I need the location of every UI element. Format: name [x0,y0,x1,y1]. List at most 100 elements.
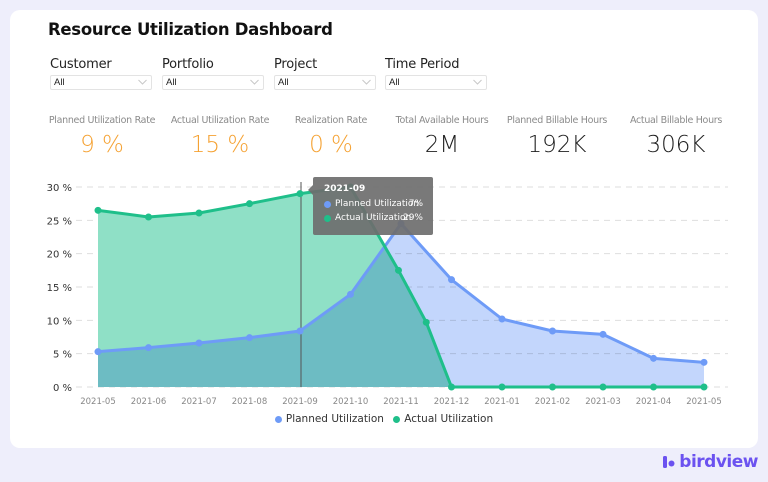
kpi-value: 9 % [80,132,124,158]
x-tick-label: 2021-11 [383,397,419,407]
kpi-label: Planned Billable Hours [506,115,608,126]
planned-point [246,334,253,342]
tooltip-label: Planned Utilization [335,199,420,209]
actual-point [650,383,657,391]
actual-point [195,209,203,217]
y-tick-label: 10 % [47,316,72,327]
legend-item-actual[interactable]: Actual Utilization [393,413,493,425]
kpi-label: Actual Billable Hours [629,115,723,126]
actual-point [246,200,253,208]
chevron-down-icon [138,79,147,85]
actual-point [145,213,152,221]
filter-label: Customer [50,57,112,72]
kpi-value: 0 % [309,132,353,158]
kpi-actual-utilization-rate: Actual Utilization Rate 15 % [160,115,280,158]
filter-customer: Customer All [50,57,152,90]
y-tick-label: 0 % [53,383,72,394]
chart-tooltip: 2021-09 Planned Utilization 7% Actual Ut… [308,177,433,235]
kpi-label: Planned Utilization Rate [48,115,156,126]
kpi-value: 2M [424,132,460,158]
y-tick-label: 5 % [53,350,72,361]
actual-dot-icon [393,415,401,423]
filter-portfolio: Portfolio All [162,57,264,90]
select-value: All [54,77,65,88]
kpi-label: Realization Rate [294,115,368,126]
actual-point [94,206,102,214]
dashboard-content: Resource Utilization Dashboard Customer … [10,10,758,448]
select-value: All [166,77,177,88]
legend-label: Actual Utilization [404,413,494,425]
planned-point [549,327,556,335]
chevron-down-icon [362,79,371,85]
x-tick-label: 2021-10 [333,397,369,407]
y-tick-label: 15 % [47,283,72,294]
actual-point [296,190,304,198]
birdview-logo: birdview [663,452,758,472]
x-tick-label: 2021-09 [282,397,318,407]
x-tick-label: 2021-05 [80,397,116,407]
legend-label: Planned Utilization [285,413,384,425]
planned-point [296,327,304,335]
actual-line [97,185,704,389]
chevron-down-icon [473,79,482,85]
brand-name: birdview [679,452,758,472]
tooltip-value: 7% [408,199,423,209]
x-tick-label: 2021-01 [484,397,520,407]
filter-label: Time Period [385,57,460,72]
tooltip-label: Actual Utilization [335,213,412,223]
tooltip-row-actual: Actual Utilization 29% [324,213,433,223]
planned-point [347,290,354,298]
x-tick-label: 2021-03 [585,397,621,407]
planned-point [650,354,657,362]
chevron-down-icon [250,79,259,85]
kpi-label: Total Available Hours [395,115,489,126]
x-tick-label: 2021-12 [434,397,470,407]
x-tick-label: 2021-08 [232,397,268,407]
y-tick-label: 25 % [47,216,72,227]
kpi-label: Actual Utilization Rate [170,115,270,126]
filter-time-period: Time Period All [385,57,487,90]
actual-point [422,318,430,326]
kpi-value: 306K [646,132,706,158]
actual-point [498,383,506,391]
actual-point [549,383,556,391]
kpi-value: 15 % [190,132,250,158]
planned-point [498,315,506,323]
planned-point [145,344,152,352]
kpi-actual-billable-hours: Actual Billable Hours 306K [616,115,736,158]
tooltip-value: 29% [402,213,423,223]
y-tick-label: 30 % [47,183,72,194]
kpi-total-available-hours: Total Available Hours 2M [382,115,502,158]
x-tick-label: 2021-05 [686,397,722,407]
planned-point [195,339,203,347]
filter-label: Portfolio [162,57,214,72]
x-axis: 2021-05 2021-06 2021-07 2021-08 2021-09 2021-… [80,397,722,407]
kpi-realization-rate: Realization Rate 0 % [271,115,391,158]
select-value: All [278,77,289,88]
kpi-planned-billable-hours: Planned Billable Hours 192K [497,115,617,158]
kpi-planned-utilization-rate: Planned Utilization Rate 9 % [42,115,162,158]
planned-point [448,276,455,284]
actual-point [700,383,708,391]
y-tick-label: 20 % [47,250,72,261]
project-select[interactable]: All [274,75,376,90]
x-tick-label: 2021-07 [181,397,217,407]
portfolio-select[interactable]: All [162,75,264,90]
birdview-logo-icon [663,456,675,468]
planned-area [98,223,704,387]
tooltip-title: 2021-09 [324,184,366,194]
actual-dot-icon [324,214,331,222]
chart-legend: Planned Utilization Actual Utilization [0,413,768,426]
legend-item-planned[interactable]: Planned Utilization [274,413,384,425]
planned-dot-icon [274,415,282,423]
planned-dot-icon [324,200,331,208]
tooltip-row-planned: Planned Utilization 7% [324,199,433,209]
customer-select[interactable]: All [50,75,152,90]
x-tick-label: 2021-06 [131,397,167,407]
planned-point [599,330,607,338]
time-period-select[interactable]: All [385,75,487,90]
select-value: All [389,77,400,88]
planned-point [700,358,708,366]
y-axis: 0 % 5 % 10 % 15 % 20 % 25 % 30 % [47,183,72,394]
